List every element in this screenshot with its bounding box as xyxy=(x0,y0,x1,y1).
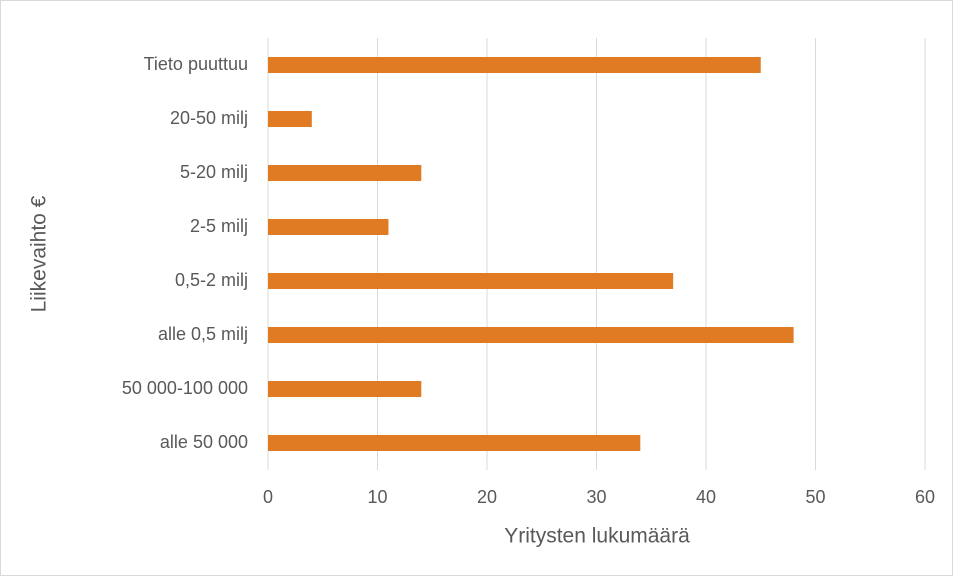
x-tick-label: 30 xyxy=(586,487,606,507)
x-tick-label: 50 xyxy=(805,487,825,507)
y-tick-label: 2-5 milj xyxy=(190,216,248,236)
x-tick-label: 0 xyxy=(263,487,273,507)
bar xyxy=(268,381,422,397)
bar xyxy=(268,435,641,451)
bar xyxy=(268,111,312,127)
x-tick-label: 60 xyxy=(915,487,935,507)
bar xyxy=(268,165,422,181)
bar xyxy=(268,57,761,73)
x-tick-label: 20 xyxy=(477,487,497,507)
y-tick-label: 20-50 milj xyxy=(170,108,248,128)
y-tick-label: 5-20 milj xyxy=(180,162,248,182)
bar xyxy=(268,273,674,289)
y-tick-label: Tieto puuttuu xyxy=(144,54,248,74)
bar xyxy=(268,219,389,235)
y-tick-label: alle 50 000 xyxy=(160,432,248,452)
x-axis-title: Yritysten lukumäärä xyxy=(504,525,690,548)
bar xyxy=(268,327,794,343)
y-tick-label: 0,5-2 milj xyxy=(175,270,248,290)
x-tick-label: 40 xyxy=(696,487,716,507)
y-tick-label: 50 000-100 000 xyxy=(122,378,248,398)
x-tick-label: 10 xyxy=(367,487,387,507)
y-tick-label: alle 0,5 milj xyxy=(158,324,248,344)
y-axis-title: Liikevaihto € xyxy=(28,195,51,312)
